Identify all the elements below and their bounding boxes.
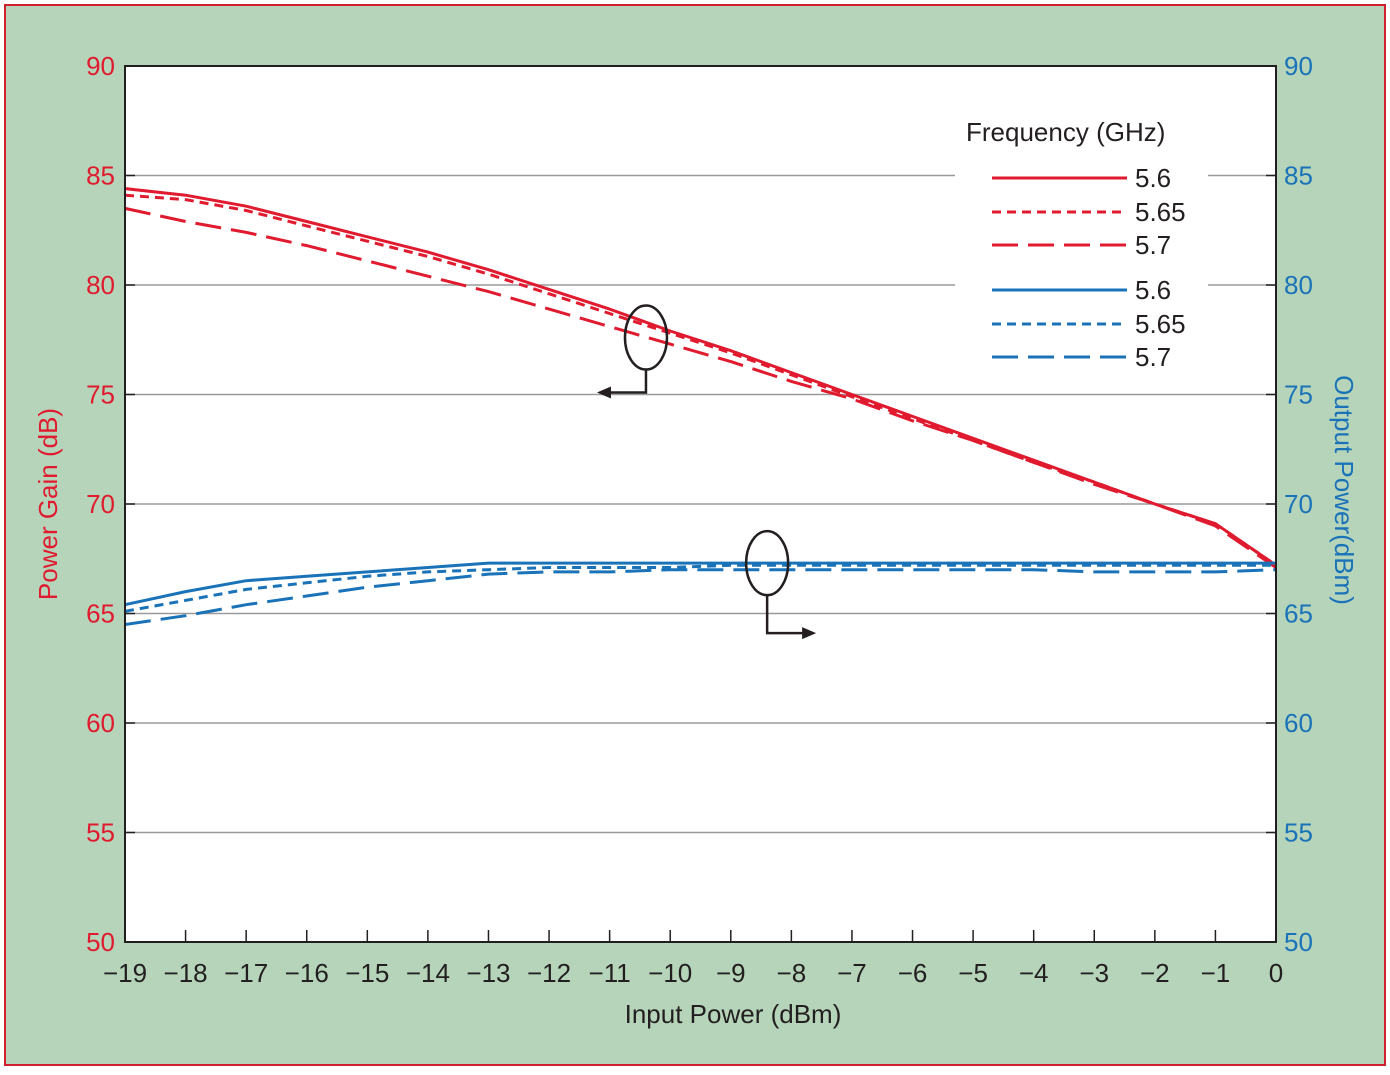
axis-arrow: [600, 369, 648, 394]
y-tick-label-right: 65: [1284, 599, 1313, 629]
y-tick-label-left: 75: [86, 380, 115, 410]
x-tick-label: −19: [103, 958, 147, 988]
x-tick-label: −17: [224, 958, 268, 988]
y-tick-label-right: 55: [1284, 818, 1313, 848]
y-tick-label-right: 80: [1284, 270, 1313, 300]
series-line-left-dashed: [124, 206, 1277, 569]
legend-label: 5.7: [1135, 342, 1171, 372]
y-tick-label-left: 90: [86, 51, 115, 81]
y-tick-label-right: 60: [1284, 708, 1313, 738]
series-line-left-solid: [124, 187, 1277, 567]
x-tick-label: −4: [1019, 958, 1049, 988]
series-line-right-solid: [124, 561, 1276, 607]
legend-label: 5.6: [1135, 163, 1171, 193]
x-tick-label: −14: [406, 958, 450, 988]
arrow-head: [596, 386, 611, 399]
y-tick-label-left: 85: [86, 161, 115, 191]
legend-box: [955, 108, 1208, 376]
y-tick-label-left: 70: [86, 489, 115, 519]
x-tick-label: −6: [898, 958, 928, 988]
series-line-right-dashed: [124, 568, 1277, 626]
legend-label: 5.65: [1135, 309, 1186, 339]
y-tick-label-left: 80: [86, 270, 115, 300]
x-tick-label: −15: [345, 958, 389, 988]
y-tick-label-left: 65: [86, 599, 115, 629]
legend-label: 5.7: [1135, 230, 1171, 260]
arrow-head: [802, 627, 817, 640]
x-tick-label: −5: [958, 958, 988, 988]
y-tick-label-right: 70: [1284, 489, 1313, 519]
x-axis-label: Input Power (dBm): [625, 999, 842, 1029]
y-tick-label-right: 85: [1284, 161, 1313, 191]
legend-label: 5.6: [1135, 275, 1171, 305]
y-tick-label-right: 75: [1284, 380, 1313, 410]
x-tick-label: −2: [1140, 958, 1170, 988]
x-tick-label: −11: [589, 958, 631, 988]
x-tick-label: −9: [716, 958, 746, 988]
x-tick-label: −1: [1201, 958, 1231, 988]
y-tick-label-left: 60: [86, 708, 115, 738]
legend-title: Frequency (GHz): [966, 117, 1165, 147]
y-tick-label-left: 55: [86, 818, 115, 848]
series-line-right-dotted: [124, 563, 1276, 613]
legend-label: 5.65: [1135, 197, 1186, 227]
y-tick-label-right: 50: [1284, 927, 1313, 957]
x-tick-label: −16: [285, 958, 329, 988]
x-tick-label: −18: [164, 958, 208, 988]
x-tick-label: −13: [466, 958, 510, 988]
x-tick-label: −7: [837, 958, 867, 988]
x-tick-label: 0: [1269, 958, 1283, 988]
y-axis-label-left: Power Gain (dB): [33, 408, 63, 600]
y-tick-label-left: 50: [86, 927, 115, 957]
series-line-left-dotted: [124, 193, 1277, 567]
x-tick-label: −10: [648, 958, 692, 988]
x-tick-label: −12: [527, 958, 571, 988]
axis-arrow: [765, 595, 813, 635]
x-tick-label: −3: [1079, 958, 1109, 988]
y-tick-label-right: 90: [1284, 51, 1313, 81]
x-tick-label: −8: [777, 958, 807, 988]
y-axis-label-right: Output Power(dBm): [1329, 375, 1359, 605]
